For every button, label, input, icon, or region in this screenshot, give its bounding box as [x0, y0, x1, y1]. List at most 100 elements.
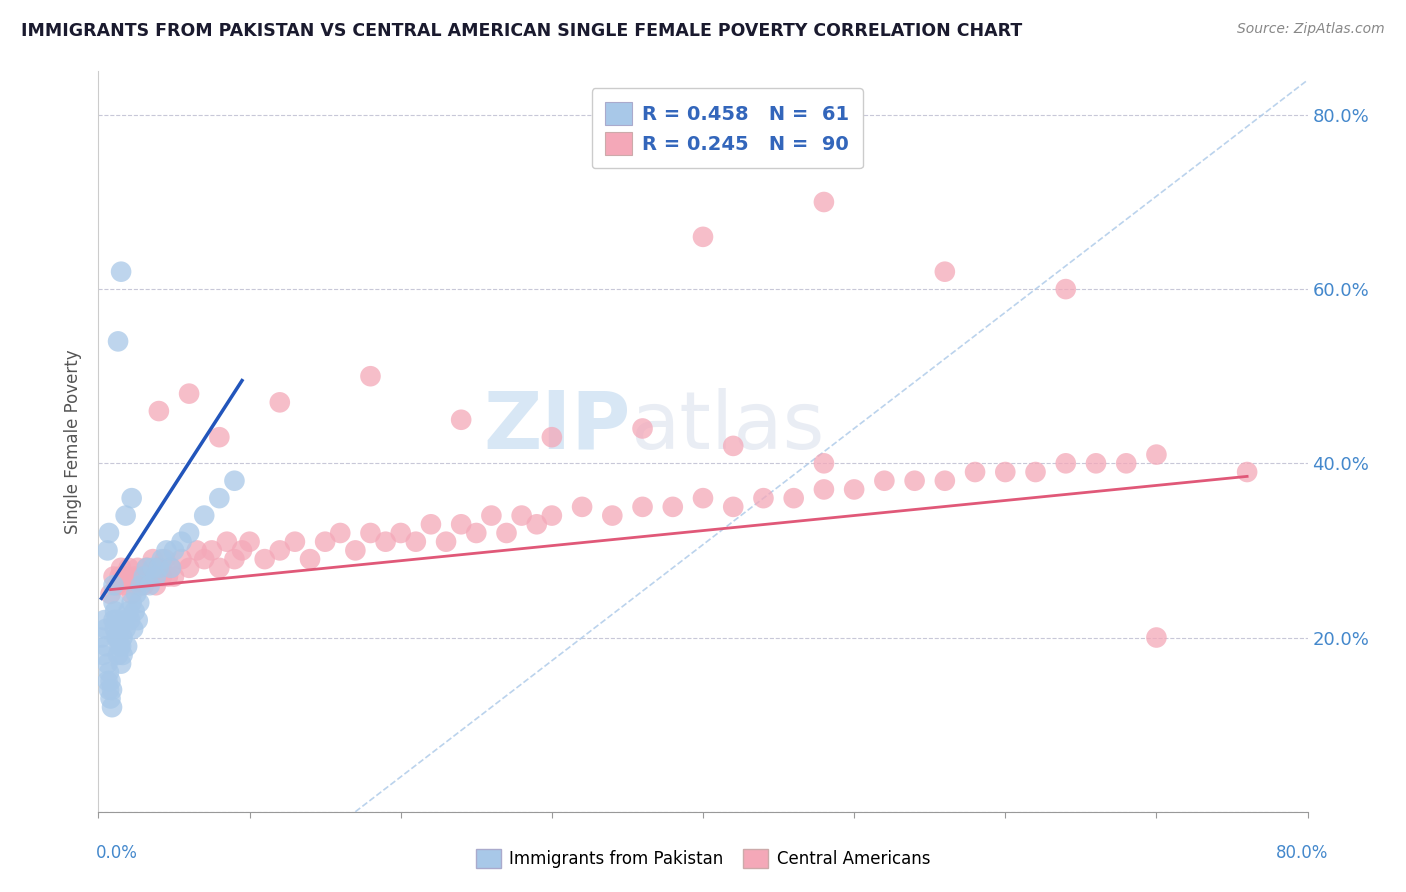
Point: [148, 561, 170, 575]
Point: [110, 561, 132, 575]
Point: [108, 622, 131, 636]
Point: [100, 674, 122, 689]
Point: [299, 552, 322, 566]
Point: [104, 604, 127, 618]
Point: [179, 386, 201, 401]
Point: [813, 483, 835, 497]
Point: [374, 534, 396, 549]
Point: [329, 526, 352, 541]
Point: [103, 613, 125, 627]
Point: [208, 561, 231, 575]
Point: [813, 456, 835, 470]
Point: [100, 691, 122, 706]
Point: [813, 194, 835, 209]
Point: [224, 474, 246, 488]
Point: [1054, 456, 1077, 470]
Point: [121, 491, 143, 505]
Point: [115, 639, 138, 653]
Point: [107, 648, 129, 662]
Point: [121, 596, 143, 610]
Point: [148, 561, 170, 575]
Point: [129, 569, 152, 583]
Point: [121, 587, 143, 601]
Point: [135, 561, 157, 575]
Point: [142, 552, 165, 566]
Point: [602, 508, 624, 523]
Point: [101, 682, 124, 697]
Point: [122, 622, 145, 636]
Point: [94, 622, 117, 636]
Point: [108, 639, 131, 653]
Point: [150, 552, 173, 566]
Point: [155, 543, 177, 558]
Text: atlas: atlas: [630, 388, 825, 466]
Point: [201, 543, 224, 558]
Point: [105, 613, 128, 627]
Point: [1115, 456, 1137, 470]
Point: [904, 474, 927, 488]
Point: [145, 578, 167, 592]
Point: [631, 421, 654, 435]
Point: [231, 543, 253, 558]
Point: [481, 508, 503, 523]
Point: [1144, 448, 1167, 462]
Point: [124, 604, 146, 618]
Point: [510, 508, 533, 523]
Point: [495, 526, 517, 541]
Text: IMMIGRANTS FROM PAKISTAN VS CENTRAL AMERICAN SINGLE FEMALE POVERTY CORRELATION C: IMMIGRANTS FROM PAKISTAN VS CENTRAL AMER…: [21, 22, 1022, 40]
Point: [125, 587, 148, 601]
Point: [139, 569, 162, 583]
Point: [723, 439, 745, 453]
Point: [103, 596, 125, 610]
Point: [1054, 282, 1077, 296]
Point: [692, 230, 714, 244]
Point: [100, 587, 122, 601]
Point: [434, 534, 457, 549]
Point: [186, 543, 208, 558]
Point: [111, 578, 134, 592]
Point: [96, 543, 118, 558]
Legend: Immigrants from Pakistan, Central Americans: Immigrants from Pakistan, Central Americ…: [470, 842, 936, 875]
Point: [160, 561, 183, 575]
Point: [661, 500, 683, 514]
Point: [934, 265, 956, 279]
Point: [179, 561, 201, 575]
Point: [124, 569, 146, 583]
Point: [111, 631, 134, 645]
Point: [114, 508, 136, 523]
Point: [132, 578, 155, 592]
Point: [934, 474, 956, 488]
Point: [844, 483, 866, 497]
Point: [873, 474, 896, 488]
Point: [98, 526, 121, 541]
Point: [405, 534, 427, 549]
Point: [120, 613, 142, 627]
Point: [170, 552, 193, 566]
Point: [224, 552, 246, 566]
Point: [360, 369, 382, 384]
Point: [128, 596, 150, 610]
Point: [111, 648, 134, 662]
Point: [110, 639, 132, 653]
Point: [118, 561, 141, 575]
Point: [571, 500, 593, 514]
Point: [239, 534, 262, 549]
Point: [420, 517, 443, 532]
Point: [145, 569, 167, 583]
Point: [118, 604, 141, 618]
Point: [163, 569, 186, 583]
Text: Source: ZipAtlas.com: Source: ZipAtlas.com: [1237, 22, 1385, 37]
Point: [540, 430, 562, 444]
Point: [103, 569, 125, 583]
Point: [94, 639, 117, 653]
Point: [110, 265, 132, 279]
Point: [314, 534, 336, 549]
Point: [114, 569, 136, 583]
Point: [91, 648, 114, 662]
Point: [965, 465, 987, 479]
Point: [98, 682, 121, 697]
Point: [170, 534, 193, 549]
Point: [156, 569, 179, 583]
Point: [107, 334, 129, 349]
Point: [160, 561, 183, 575]
